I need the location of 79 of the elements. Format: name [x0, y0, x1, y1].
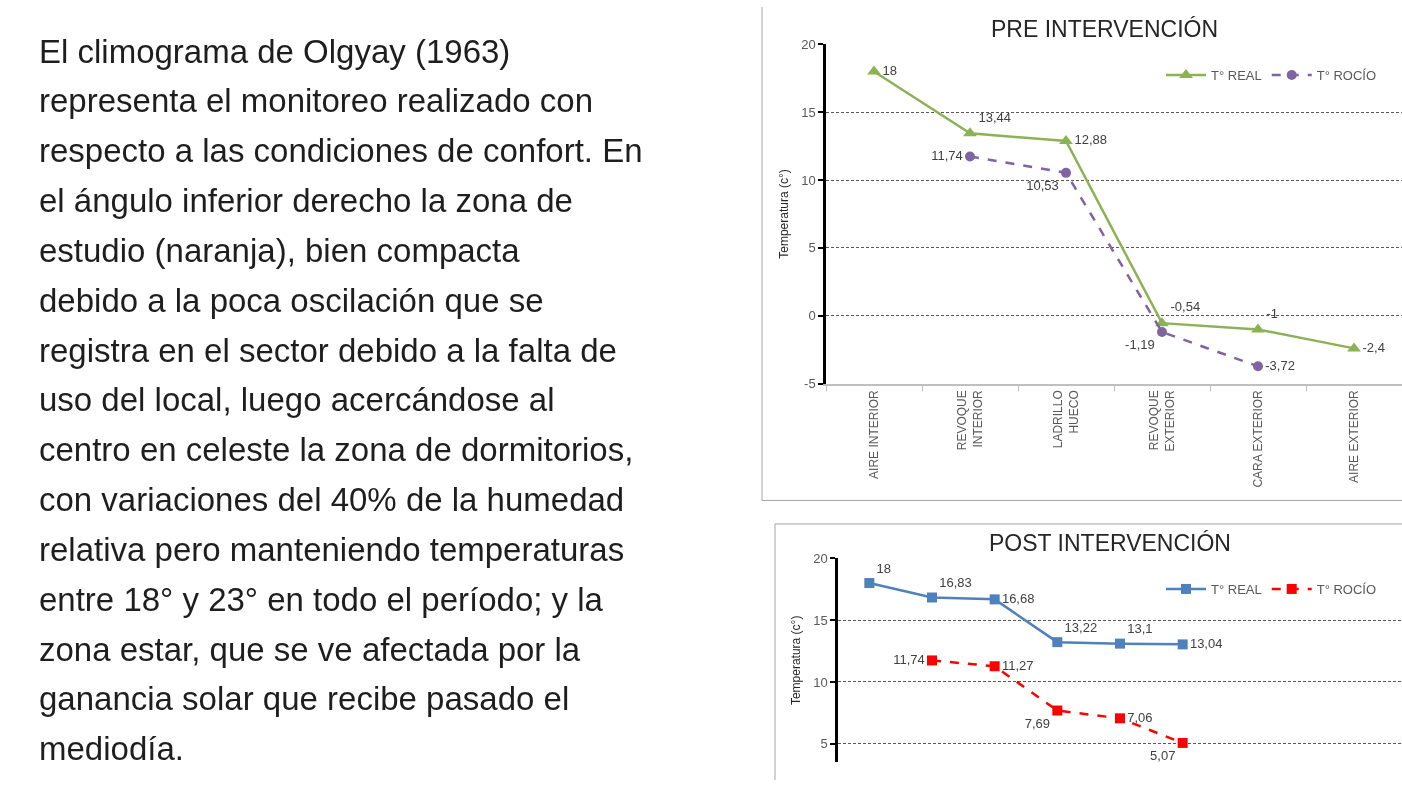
x-tick-label: LADRILLO HUECO [1051, 390, 1081, 449]
text: mediodía. [39, 730, 184, 767]
data-label: -0,54 [1170, 299, 1201, 315]
chart-title: POST INTERVENCIÓN [989, 530, 1231, 556]
data-label: 10,53 [1026, 177, 1059, 193]
point [1061, 167, 1071, 178]
text: registra en el sector debido a la falta de [39, 332, 617, 369]
x-tick-label: REVOQUE EXTERIOR [1147, 389, 1177, 452]
y-tick-label: 5 [808, 240, 816, 256]
point [1115, 713, 1125, 724]
point [867, 65, 881, 75]
y-tick-label: 5 [820, 736, 828, 752]
x-tick-label: AIRE EXTERIOR [1346, 389, 1361, 483]
y-tick-label: 15 [801, 104, 816, 120]
point [927, 592, 937, 603]
text: representa el monitoreo realizado con [39, 82, 593, 119]
data-label: 11,27 [1001, 657, 1034, 673]
point [1052, 637, 1063, 648]
text: uso del local, luego acercándose al [39, 381, 555, 418]
data-label: 12,88 [1074, 132, 1108, 148]
data-label: 11,74 [931, 147, 963, 163]
text: entre 18° y 23° en todo el período; y la [39, 581, 604, 618]
text: relativa pero manteniendo temperaturas [39, 531, 625, 568]
point [1052, 705, 1063, 716]
data-label: 13,22 [1064, 619, 1098, 635]
data-label: -1,19 [1125, 336, 1155, 352]
text: zona estar, que se ve afectada por la [39, 631, 581, 668]
text: respecto a las condiciones de confort. En [39, 132, 643, 169]
x-tick-label: REVOQUE INTERIOR [955, 389, 985, 451]
text: el ángulo inferior derecho la zona de [39, 182, 573, 219]
data-label: 5,07 [1150, 747, 1176, 763]
y-tick-label: 20 [813, 550, 828, 566]
x-tick-label: AIRE INTERIOR [866, 389, 881, 479]
y-axis-title: Temperatura (c°) [777, 169, 792, 259]
point [1253, 361, 1263, 372]
text: centro en celeste la zona de dormitorios, [39, 431, 634, 468]
point [927, 655, 937, 666]
legend-label: T° ROCÍO [1316, 582, 1377, 598]
data-label: 18 [882, 62, 897, 78]
point [864, 578, 875, 589]
data-label: 13,04 [1189, 635, 1223, 651]
point [989, 594, 1000, 605]
y-tick-label: 10 [813, 674, 828, 690]
data-label: -3,72 [1265, 357, 1295, 373]
x-tick-label: CARA EXTERIOR [1250, 389, 1265, 488]
y-tick-label: 15 [813, 612, 828, 628]
point [1059, 134, 1073, 144]
data-label: 13,1 [1127, 621, 1153, 637]
y-tick-label: 10 [801, 172, 816, 188]
point [1347, 342, 1361, 352]
chart-title: PRE INTERVENCIÓN [991, 16, 1219, 42]
y-axis-title: Temperatura (c°) [789, 615, 804, 706]
data-label: 13,44 [978, 109, 1012, 125]
data-label: -2,4 [1362, 339, 1385, 355]
y-tick-label: 0 [808, 308, 816, 324]
text: ganancia solar que recibe pasado el [39, 680, 570, 717]
point [1157, 326, 1167, 337]
point [1251, 323, 1265, 333]
text: El climograma de Olgyay (1963) [39, 33, 511, 70]
y-tick-label: 20 [801, 36, 816, 52]
data-label: 7,69 [1024, 715, 1051, 731]
text: con variaciones del 40% de la humedad [39, 481, 625, 518]
text: debido a la poca oscilación que se [39, 282, 544, 319]
point [989, 661, 1000, 672]
point [963, 127, 977, 137]
legend-label: T° ROCÍO [1316, 67, 1377, 83]
legend-label: T° REAL [1211, 582, 1262, 598]
point [1177, 639, 1188, 650]
point [1177, 737, 1188, 748]
point [965, 151, 975, 162]
data-label: 16,68 [1001, 590, 1035, 606]
data-label: 18 [876, 560, 892, 576]
y-tick-label: -5 [804, 376, 816, 392]
data-label: 16,83 [939, 575, 972, 590]
legend-label: T° REAL [1211, 67, 1262, 83]
data-label: 11,74 [893, 651, 925, 667]
text: estudio (naranja), bien compacta [39, 232, 521, 269]
data-label: 7,06 [1127, 709, 1153, 725]
point [1115, 638, 1125, 649]
